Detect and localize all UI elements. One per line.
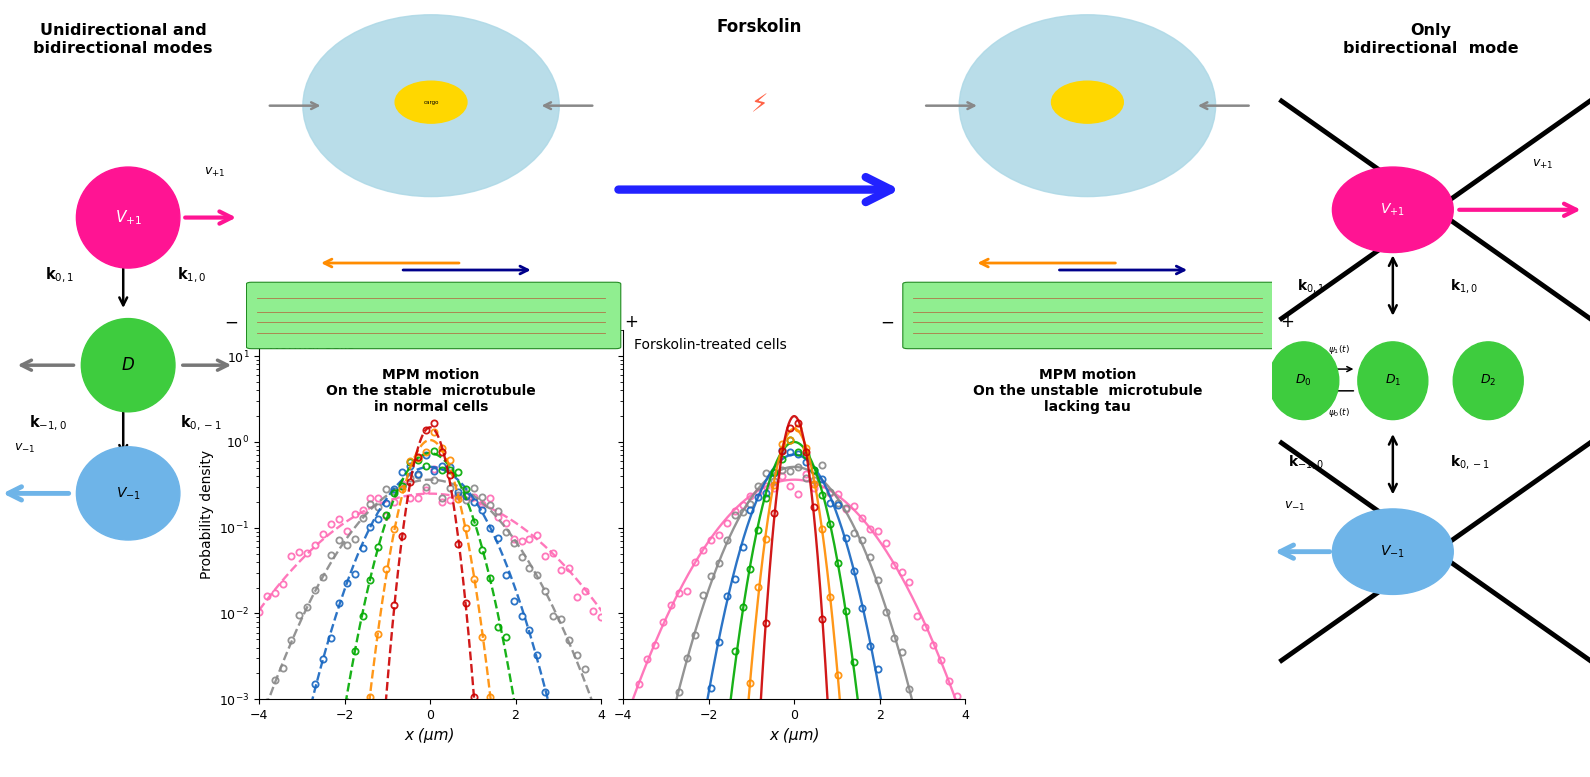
Text: $v_{-1}$: $v_{-1}$ — [1283, 500, 1305, 513]
Text: Unidirectional and
bidirectional modes: Unidirectional and bidirectional modes — [33, 23, 213, 56]
X-axis label: x (μm): x (μm) — [405, 727, 455, 743]
Text: $D$: $D$ — [121, 356, 135, 375]
Ellipse shape — [76, 167, 180, 268]
Text: Forskolin: Forskolin — [717, 19, 801, 37]
Text: $\mathbf{k}_{-1,0}$: $\mathbf{k}_{-1,0}$ — [29, 414, 67, 433]
Text: $V_{+1}$: $V_{+1}$ — [1380, 201, 1406, 218]
Text: $\mathbf{k}_{-1,0}$: $\mathbf{k}_{-1,0}$ — [1288, 453, 1324, 472]
Text: $v_{+1}$: $v_{+1}$ — [1531, 158, 1553, 171]
Text: −: − — [881, 313, 894, 332]
Ellipse shape — [1453, 342, 1523, 420]
Text: $v_{+1}$: $v_{+1}$ — [204, 166, 226, 179]
Text: −: − — [224, 313, 238, 332]
Text: +: + — [1280, 313, 1294, 332]
Text: $V_{-1}$: $V_{-1}$ — [1380, 543, 1406, 560]
Text: $D_0$: $D_0$ — [1296, 373, 1312, 388]
Text: Forskolin-treated cells: Forskolin-treated cells — [633, 338, 787, 352]
Y-axis label: Probability density: Probability density — [200, 450, 213, 580]
X-axis label: x (μm): x (μm) — [770, 727, 819, 743]
Text: $\mathbf{k}_{1,0}$: $\mathbf{k}_{1,0}$ — [1450, 277, 1479, 295]
Text: cargo: cargo — [423, 99, 439, 105]
FancyBboxPatch shape — [903, 282, 1277, 349]
Ellipse shape — [302, 15, 560, 197]
Text: ⚡: ⚡ — [750, 94, 768, 117]
Text: $\mathbf{k}_{0,-1}$: $\mathbf{k}_{0,-1}$ — [180, 414, 221, 433]
Ellipse shape — [76, 447, 180, 540]
Text: $\mathbf{k}_{0,-1}$: $\mathbf{k}_{0,-1}$ — [1450, 453, 1490, 472]
Text: $V_{+1}$: $V_{+1}$ — [114, 208, 142, 227]
Ellipse shape — [81, 319, 175, 412]
Text: Only
bidirectional  mode: Only bidirectional mode — [1344, 23, 1518, 56]
Ellipse shape — [1332, 167, 1453, 253]
Ellipse shape — [1269, 342, 1339, 420]
Text: $\mathbf{k}_{0,1}$: $\mathbf{k}_{0,1}$ — [1297, 277, 1324, 295]
Text: $\mathbf{k}_{0,1}$: $\mathbf{k}_{0,1}$ — [45, 267, 73, 285]
Ellipse shape — [959, 15, 1216, 197]
Text: MPM motion
On the unstable  microtubule
lacking tau: MPM motion On the unstable microtubule l… — [973, 368, 1202, 414]
Text: MPM motion
On the stable  microtubule
in normal cells: MPM motion On the stable microtubule in … — [326, 368, 536, 414]
FancyBboxPatch shape — [246, 282, 620, 349]
Text: $D_2$: $D_2$ — [1480, 373, 1496, 388]
Ellipse shape — [1051, 81, 1123, 123]
Text: $\psi_0(t)$: $\psi_0(t)$ — [1328, 406, 1350, 419]
Text: $\mathbf{k}_{1,0}$: $\mathbf{k}_{1,0}$ — [178, 267, 207, 285]
Ellipse shape — [396, 81, 467, 123]
Ellipse shape — [1332, 509, 1453, 594]
Text: $D_1$: $D_1$ — [1385, 373, 1401, 388]
Text: $V_{-1}$: $V_{-1}$ — [116, 485, 140, 502]
Ellipse shape — [1358, 342, 1428, 420]
Text: Normal cells: Normal cells — [269, 338, 355, 352]
Text: $v_{-1}$: $v_{-1}$ — [14, 441, 35, 455]
Text: +: + — [625, 313, 638, 332]
Text: $\psi_1(t)$: $\psi_1(t)$ — [1328, 343, 1350, 356]
